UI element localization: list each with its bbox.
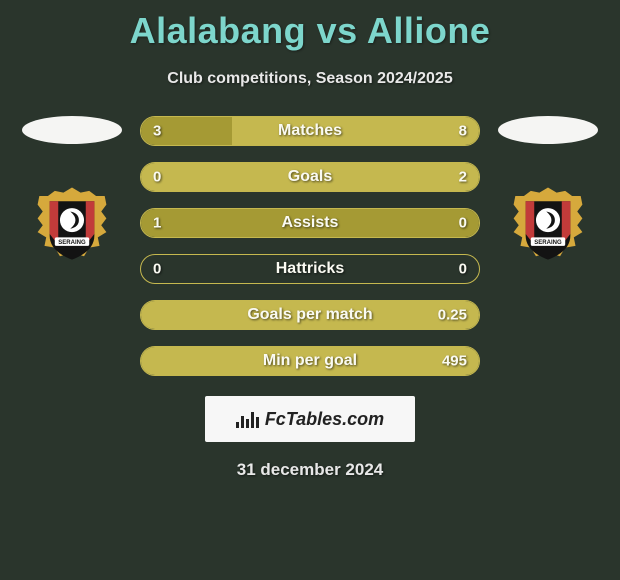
stat-segment-right bbox=[141, 301, 479, 329]
crest-icon: SERAING bbox=[505, 184, 591, 270]
comparison-panel: SERAING Matches38 Goals02 Assists10 Hattric… bbox=[0, 116, 620, 376]
stat-bar: Goals02 bbox=[140, 162, 480, 192]
branding-badge: FcTables.com bbox=[205, 396, 415, 442]
left-side: SERAING bbox=[22, 116, 122, 270]
club-crest-right: SERAING bbox=[505, 184, 591, 270]
stat-segment-right bbox=[232, 117, 479, 145]
stat-value-right: 0 bbox=[459, 261, 467, 278]
stat-segment-left bbox=[141, 117, 232, 145]
club-crest-left: SERAING bbox=[29, 184, 115, 270]
crest-icon: SERAING bbox=[29, 184, 115, 270]
subtitle: Club competitions, Season 2024/2025 bbox=[0, 70, 620, 88]
page-title: Alalabang vs Allione bbox=[0, 0, 620, 52]
stat-bar: Hattricks0 0 bbox=[140, 254, 480, 284]
date-text: 31 december 2024 bbox=[0, 460, 620, 480]
stat-segment-right bbox=[141, 163, 479, 191]
stat-value-left: 0 bbox=[153, 261, 161, 278]
branding-text: FcTables.com bbox=[265, 409, 384, 430]
stat-bar: Assists10 bbox=[140, 208, 480, 238]
stat-bars: Matches38 Goals02 Assists10 Hattricks0 0 Goal… bbox=[140, 116, 480, 376]
svg-text:SERAING: SERAING bbox=[58, 240, 86, 246]
stat-label: Hattricks bbox=[141, 260, 479, 278]
player-avatar-right bbox=[498, 116, 598, 144]
svg-text:SERAING: SERAING bbox=[534, 240, 562, 246]
stat-bar: Matches38 bbox=[140, 116, 480, 146]
stat-segment-left bbox=[141, 209, 479, 237]
stat-bar: Min per goal495 bbox=[140, 346, 480, 376]
stat-segment-right bbox=[141, 347, 479, 375]
right-side: SERAING bbox=[498, 116, 598, 270]
stat-bar: Goals per match0.25 bbox=[140, 300, 480, 330]
player-avatar-left bbox=[22, 116, 122, 144]
chart-bars-icon bbox=[236, 410, 259, 428]
